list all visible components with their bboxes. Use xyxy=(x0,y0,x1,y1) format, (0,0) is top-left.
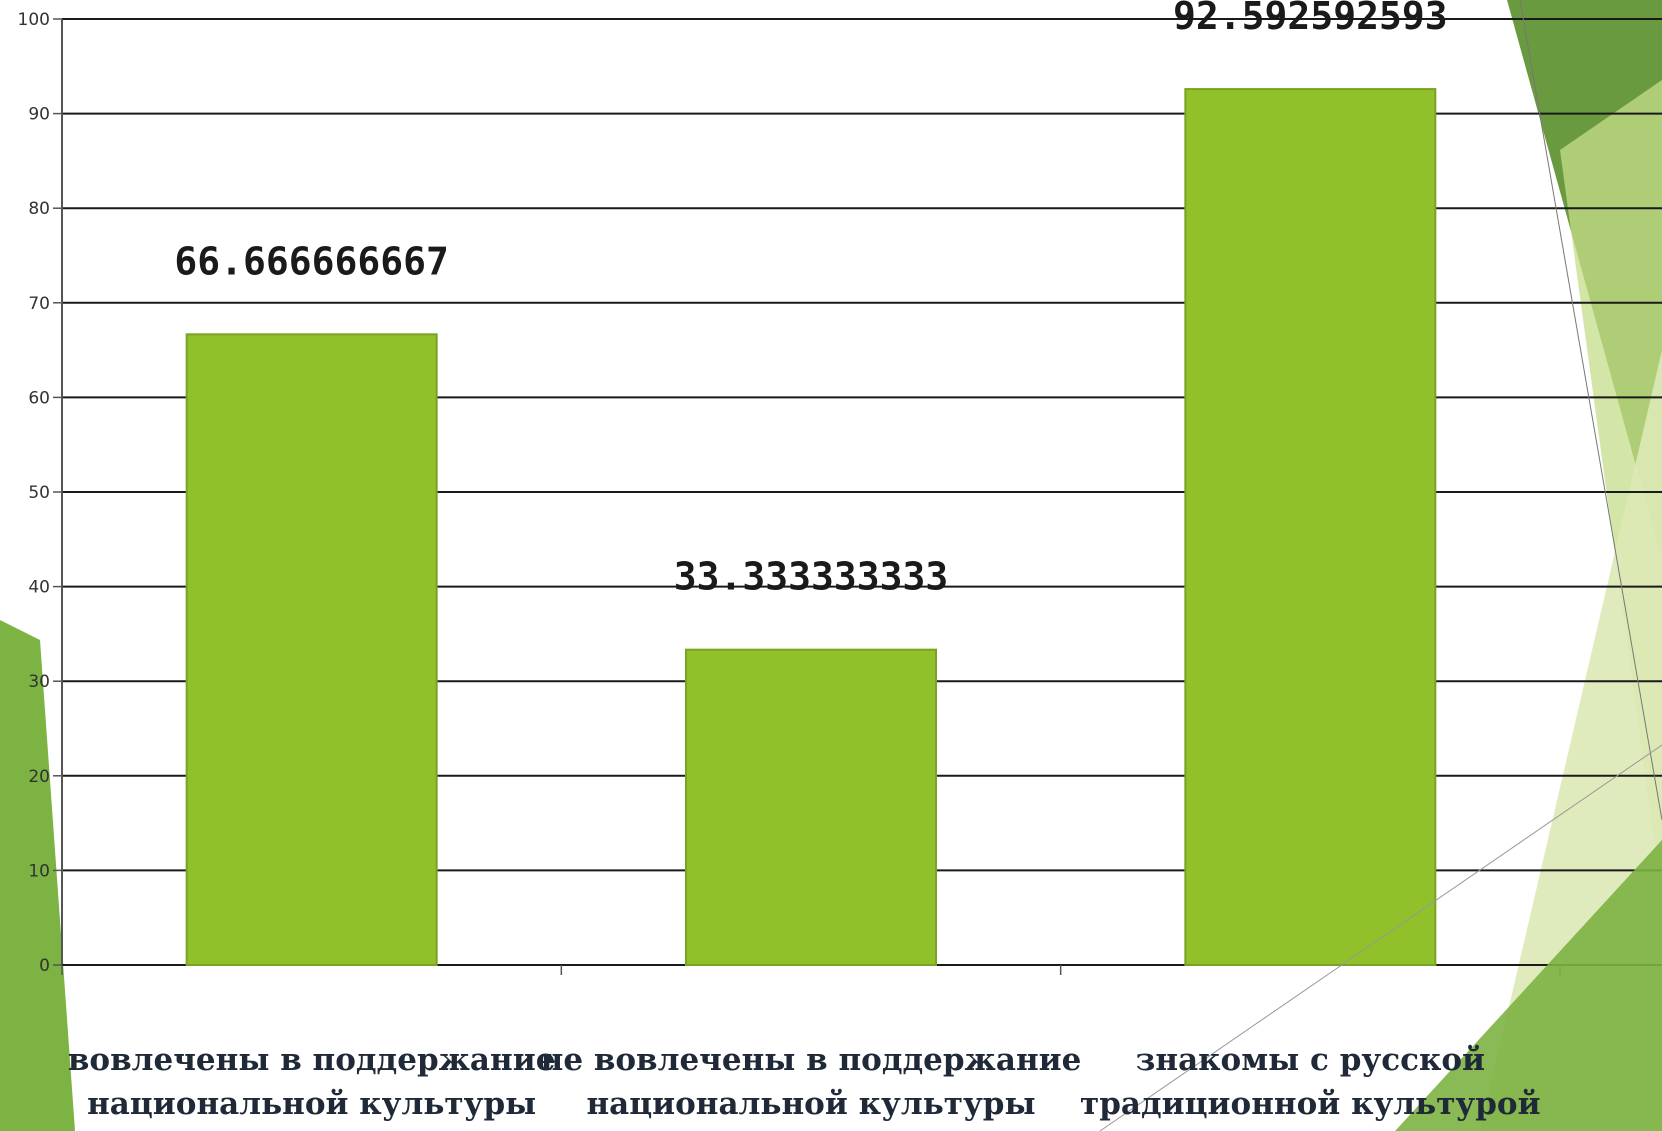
bar xyxy=(1184,88,1437,966)
category-label: знакомы с русской xyxy=(1136,1042,1485,1078)
data-label: 66.666666667 xyxy=(174,239,449,283)
left-wedge xyxy=(0,620,75,1131)
y-tick-label: 10 xyxy=(28,861,50,881)
bar xyxy=(685,648,937,967)
y-tick-label: 100 xyxy=(18,10,50,30)
y-tick-label: 80 xyxy=(28,199,50,219)
data-label: 33.333333333 xyxy=(674,555,949,599)
category-label: национальной культуры xyxy=(87,1086,536,1122)
corner-triangle-overlay xyxy=(1395,840,1662,1131)
decor-line xyxy=(1519,0,1662,821)
category-label: традиционной культурой xyxy=(1080,1086,1541,1122)
category-label: вовлечены в поддержание xyxy=(68,1042,556,1078)
data-label: 92.592592593 xyxy=(1173,0,1448,38)
decor-line xyxy=(1099,744,1662,1131)
y-tick-label: 40 xyxy=(28,578,50,598)
y-tick-label: 30 xyxy=(28,672,50,692)
y-tick-label: 20 xyxy=(28,767,50,787)
category-label: национальной культуры xyxy=(586,1086,1035,1122)
y-tick-label: 70 xyxy=(28,294,50,314)
category-labels: вовлечены в поддержание национальной куль… xyxy=(68,1042,1541,1122)
bars xyxy=(185,88,1437,967)
y-tick-label: 60 xyxy=(28,388,50,408)
category-label: не вовлечены в поддержание xyxy=(541,1042,1082,1078)
y-tick-label: 90 xyxy=(28,105,50,125)
slide-decoration-overlay xyxy=(1099,0,1662,1131)
data-labels: 66.666666667 33.333333333 92.592592593 xyxy=(174,0,1447,599)
y-tick-label: 0 xyxy=(39,956,50,976)
y-tick-label: 50 xyxy=(28,483,50,503)
bar xyxy=(185,333,438,967)
